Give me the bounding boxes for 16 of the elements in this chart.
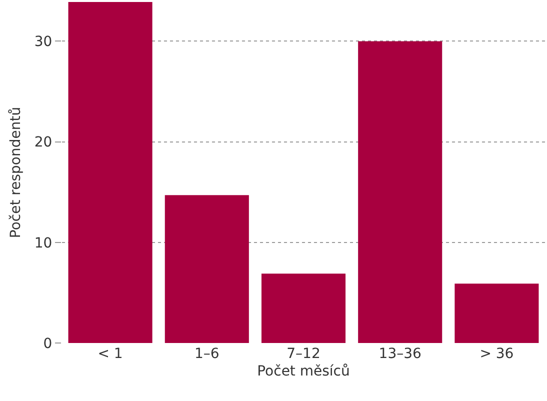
y-axis-title: Počet respondentů (8, 106, 24, 238)
x-tick-label: < 1 (98, 346, 123, 362)
x-tick-label: 1–6 (194, 346, 220, 362)
x-tick-label: > 36 (480, 346, 514, 362)
y-tick-label: 20 (34, 134, 52, 151)
y-tick-label: 0 (43, 336, 52, 352)
bar (68, 2, 152, 343)
bar (454, 284, 539, 343)
x-tick-label: 13–36 (378, 346, 422, 362)
bar (358, 41, 442, 343)
x-axis-title: Počet měsíců (257, 363, 350, 380)
y-tick-label: 10 (34, 235, 52, 252)
y-tick-label: 30 (34, 34, 52, 50)
bar (164, 195, 249, 343)
bar (261, 274, 346, 343)
x-tick-label: 7–12 (286, 346, 320, 362)
